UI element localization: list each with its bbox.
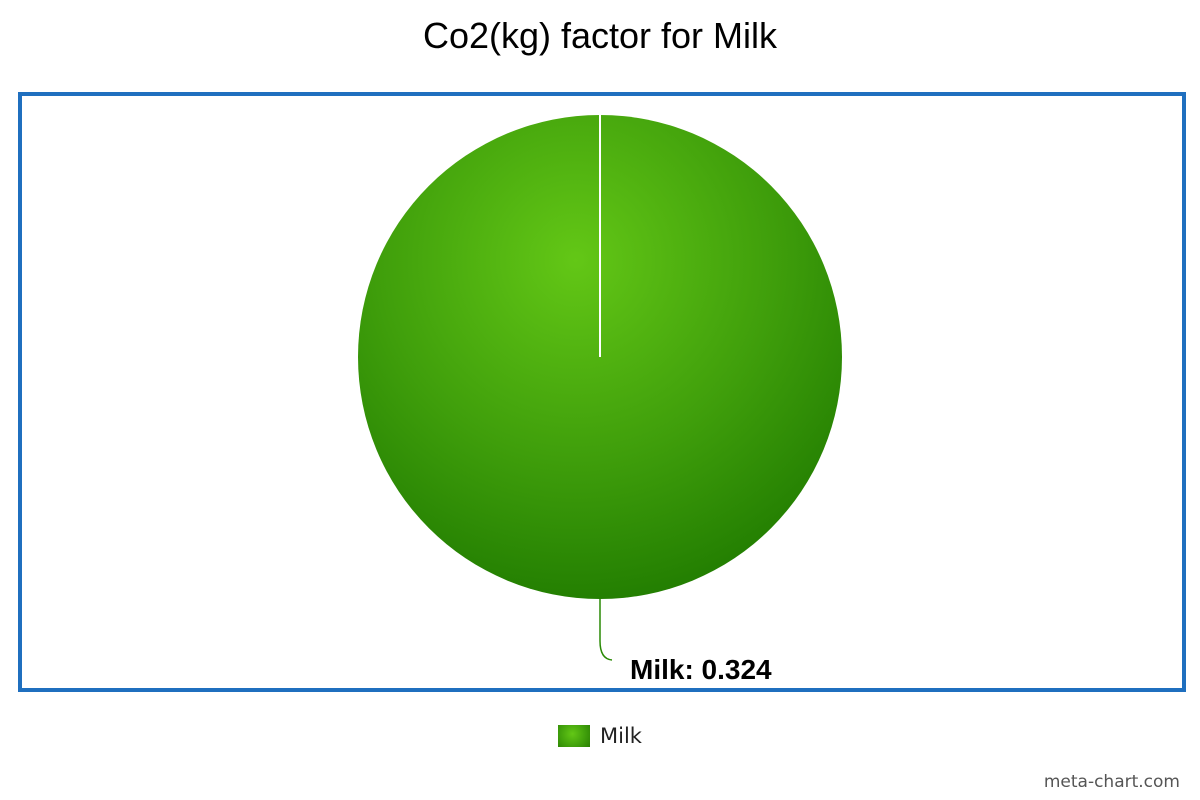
chart-title: Co2(kg) factor for Milk (422, 15, 778, 56)
data-label-connector (599, 599, 613, 661)
legend-label: Milk (600, 724, 642, 748)
pie-slices (358, 115, 842, 599)
legend-item-milk[interactable]: Milk (558, 724, 642, 748)
credit-text: meta-chart.com (1043, 772, 1180, 792)
pie-data-labels: Milk: 0.324 (599, 599, 772, 685)
legend: Milk (0, 724, 1200, 748)
pie-data-label: Milk: 0.324 (630, 654, 772, 685)
legend-swatch (558, 725, 591, 747)
